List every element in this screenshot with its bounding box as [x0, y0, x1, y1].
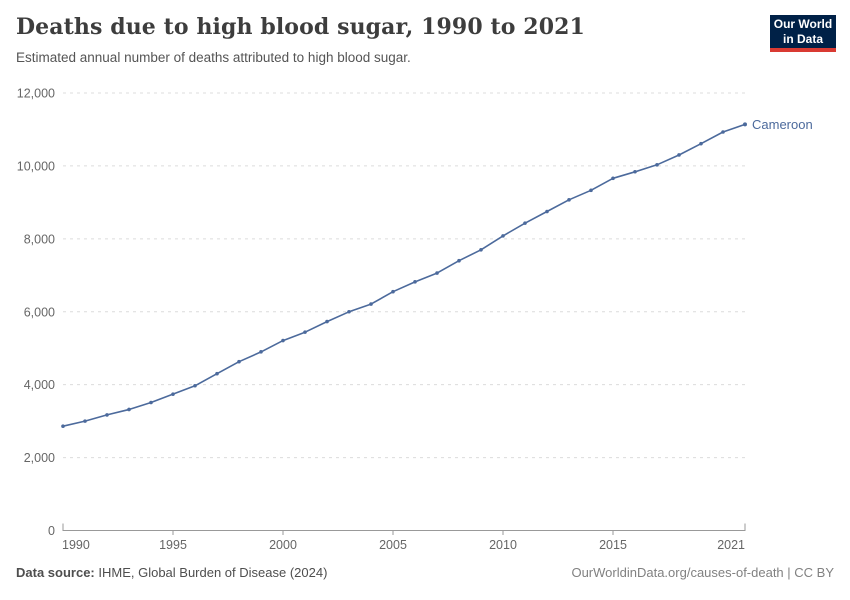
data-point — [523, 221, 527, 225]
data-point — [347, 309, 351, 314]
data-point — [83, 419, 87, 423]
data-point — [281, 338, 285, 343]
data-point — [369, 302, 373, 306]
y-tick-label: 0 — [48, 524, 55, 538]
data-point — [721, 130, 725, 134]
data-point — [567, 198, 571, 202]
x-axis — [62, 523, 746, 531]
y-tick-label: 2,000 — [24, 451, 55, 465]
data-point — [61, 424, 65, 429]
y-tick-label: 4,000 — [24, 378, 55, 392]
chart-subtitle: Estimated annual number of deaths attrib… — [16, 50, 411, 65]
data-point — [743, 122, 747, 127]
owid-logo-line1: Our World — [773, 16, 833, 31]
data-point — [325, 319, 329, 324]
data-point — [611, 176, 615, 181]
page-title: Deaths due to high blood sugar, 1990 to … — [16, 14, 585, 40]
data-point — [259, 350, 263, 354]
x-tick-label: 1990 — [62, 538, 90, 552]
x-tick-label: 2005 — [379, 538, 407, 552]
data-point — [435, 271, 439, 275]
data-point — [127, 407, 131, 412]
data-source: Data source: IHME, Global Burden of Dise… — [16, 565, 327, 580]
footer-link[interactable]: OurWorldinData.org/causes-of-death | CC … — [571, 565, 834, 580]
data-point — [105, 413, 109, 417]
data-point — [699, 141, 703, 146]
data-point — [193, 383, 197, 388]
data-point — [303, 330, 307, 334]
x-tick-label: 2000 — [269, 538, 297, 552]
entity-label: Cameroon — [752, 117, 813, 132]
data-point — [457, 258, 461, 263]
y-tick-label: 8,000 — [24, 232, 55, 246]
data-point — [589, 188, 593, 193]
data-source-label: Data source: — [16, 565, 95, 580]
data-point — [215, 371, 219, 376]
chart-footer: Data source: IHME, Global Burden of Dise… — [0, 565, 850, 580]
y-tick-label: 6,000 — [24, 305, 55, 319]
x-tick-label: 2015 — [599, 538, 627, 552]
data-point — [479, 247, 483, 252]
x-tick-label: 2010 — [489, 538, 517, 552]
data-point — [655, 163, 659, 167]
data-source-text: IHME, Global Burden of Disease (2024) — [94, 565, 328, 580]
y-tick-label: 12,000 — [17, 87, 55, 101]
data-point — [171, 392, 175, 396]
data-point — [501, 234, 505, 238]
y-tick-label: 10,000 — [17, 159, 55, 173]
owid-logo[interactable]: Our World in Data — [770, 15, 836, 52]
owid-logo-line2: in Data — [782, 31, 823, 46]
data-point — [413, 280, 417, 284]
series-line — [62, 123, 746, 428]
x-tick-label: 1995 — [159, 538, 187, 552]
data-point — [391, 289, 395, 294]
data-point — [633, 169, 637, 174]
data-point — [677, 153, 681, 157]
data-point — [545, 209, 549, 214]
x-tick-label: 2021 — [717, 538, 745, 552]
data-point — [237, 359, 241, 364]
data-point — [149, 400, 153, 405]
